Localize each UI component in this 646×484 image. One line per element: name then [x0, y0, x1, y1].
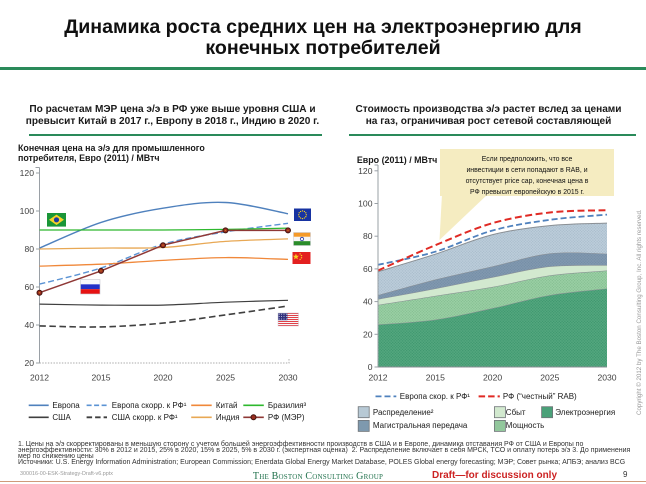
- svg-text:2020: 2020: [483, 372, 502, 382]
- svg-text:60: 60: [24, 282, 34, 292]
- svg-text:80: 80: [24, 244, 34, 254]
- svg-text:100: 100: [20, 206, 35, 216]
- svg-text:2025: 2025: [540, 372, 559, 382]
- svg-text:40: 40: [363, 297, 373, 307]
- svg-text:2025: 2025: [216, 372, 235, 382]
- svg-text:2012: 2012: [368, 372, 387, 382]
- svg-text:120: 120: [20, 168, 35, 178]
- svg-text:2012: 2012: [30, 372, 49, 382]
- svg-text:80: 80: [363, 231, 373, 241]
- svg-text:20: 20: [363, 329, 373, 339]
- svg-text:20: 20: [24, 358, 34, 368]
- svg-text:0: 0: [368, 362, 373, 372]
- svg-text:2015: 2015: [426, 372, 445, 382]
- svg-text:2030: 2030: [278, 372, 297, 382]
- svg-text:2015: 2015: [91, 372, 110, 382]
- svg-text:2030: 2030: [597, 372, 616, 382]
- svg-text:100: 100: [358, 199, 373, 209]
- svg-text:40: 40: [24, 320, 34, 330]
- svg-text:60: 60: [363, 264, 373, 274]
- svg-text:2020: 2020: [153, 372, 172, 382]
- svg-text:120: 120: [358, 166, 373, 176]
